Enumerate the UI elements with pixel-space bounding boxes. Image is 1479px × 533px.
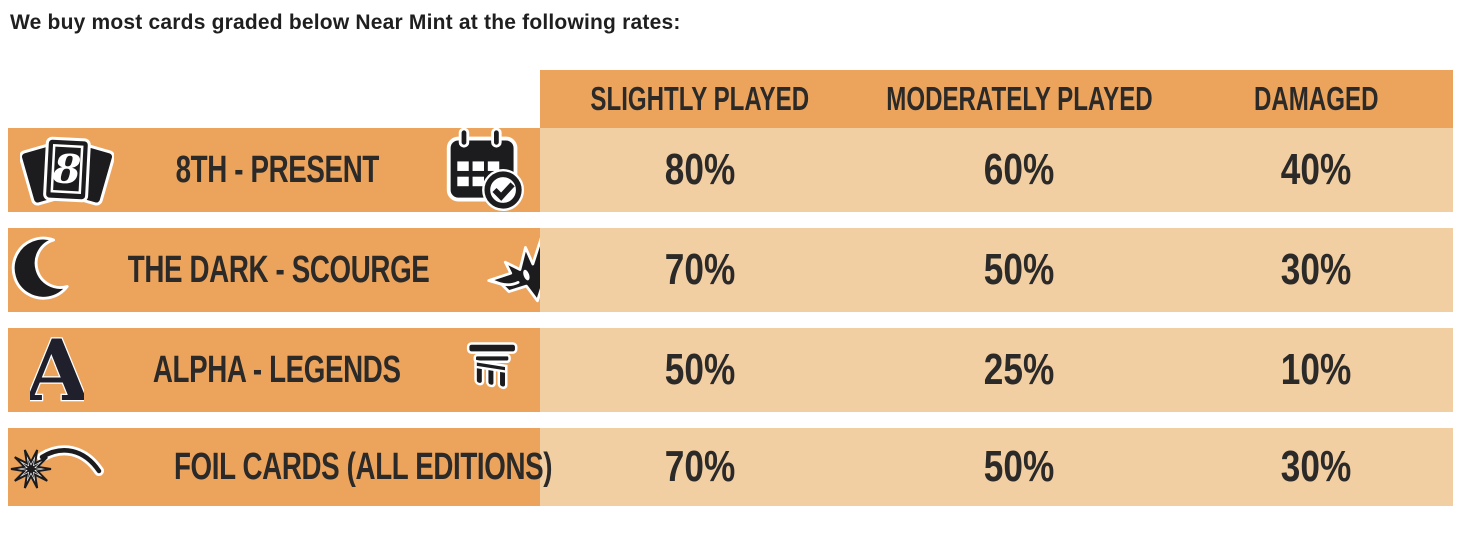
page-title: We buy most cards graded below Near Mint… — [10, 11, 681, 34]
table-row: 8 8TH - PRESENT — [8, 127, 1453, 213]
svg-text:A: A — [30, 337, 84, 403]
row-label: ALPHA - LEGENDS — [152, 348, 401, 391]
column-capital-icon — [446, 338, 540, 402]
row-label: 8TH - PRESENT — [175, 148, 379, 191]
value-cell: 80% — [664, 145, 736, 194]
row-label: THE DARK - SCOURGE — [127, 248, 430, 291]
value-cell: 30% — [1280, 442, 1352, 491]
row-label-cell: 8 8TH - PRESENT — [8, 127, 540, 213]
value-cell: 40% — [1280, 145, 1352, 194]
value-cell: 50% — [984, 245, 1055, 294]
table-header-row: SLIGHTLY PLAYED MODERATELY PLAYED DAMAGE… — [8, 70, 1453, 128]
value-cell: 70% — [664, 245, 736, 294]
value-cell: 60% — [984, 145, 1055, 194]
row-label: FOIL CARDS (ALL EDITIONS) — [173, 445, 553, 488]
column-header-slightly-played: SLIGHTLY PLAYED — [590, 80, 810, 117]
letter-a-icon: A — [8, 337, 107, 403]
column-header-damaged: DAMAGED — [1253, 80, 1379, 117]
table-row: FOIL CARDS (ALL EDITIONS) 70% 50% 30% — [8, 428, 1453, 506]
column-header-moderately-played: MODERATELY PLAYED — [886, 80, 1153, 117]
value-cell: 10% — [1280, 345, 1352, 394]
table-row: A ALPHA - LEGENDS — [8, 328, 1453, 412]
value-cell: 50% — [664, 345, 736, 394]
value-cell: 25% — [984, 345, 1055, 394]
rates-table: SLIGHTLY PLAYED MODERATELY PLAYED DAMAGE… — [8, 70, 1453, 506]
table-row: THE DARK - SCOURGE 70% 50% 30% — [8, 228, 1453, 312]
svg-text:8: 8 — [51, 145, 82, 193]
calendar-check-icon — [428, 127, 540, 213]
header-spacer — [8, 70, 540, 128]
value-cell: 50% — [984, 442, 1055, 491]
cards-8-icon: 8 — [8, 131, 126, 209]
foil-star-icon — [8, 441, 104, 493]
row-label-cell: FOIL CARDS (ALL EDITIONS) — [8, 428, 553, 506]
value-cell: 70% — [664, 442, 736, 491]
value-cell: 30% — [1280, 245, 1352, 294]
row-label-cell: A ALPHA - LEGENDS — [8, 328, 540, 412]
row-label-cell: THE DARK - SCOURGE — [8, 228, 575, 312]
crescent-moon-icon — [8, 235, 72, 305]
